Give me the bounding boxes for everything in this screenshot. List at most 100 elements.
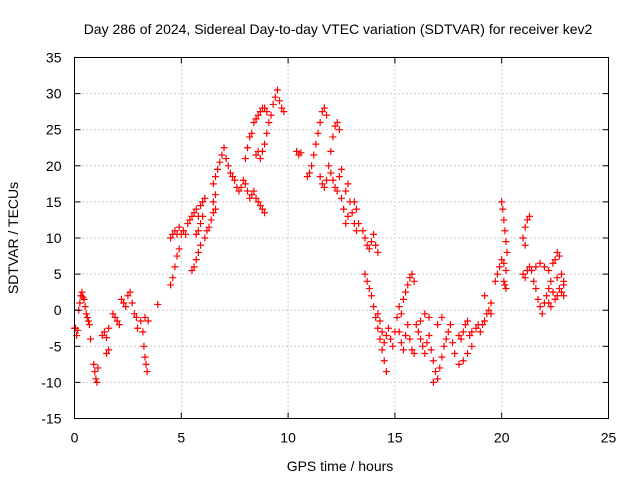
data-point: [111, 313, 119, 321]
data-point: [352, 227, 360, 235]
y-tick-label: 25: [46, 122, 62, 138]
data-point: [481, 317, 489, 325]
data-point: [560, 292, 568, 300]
data-point: [478, 321, 486, 329]
data-point: [558, 270, 566, 278]
data-point: [78, 288, 86, 296]
x-axis: 0 5 10 15 20 25: [71, 57, 616, 446]
y-axis-label: SDTVAR / TECUs: [5, 182, 21, 294]
data-point: [246, 194, 254, 202]
data-point: [100, 328, 108, 336]
data-point: [553, 292, 561, 300]
data-point: [404, 321, 412, 329]
data-point: [493, 270, 501, 278]
data-point: [197, 220, 205, 228]
data-point: [365, 245, 373, 253]
data-point: [461, 321, 469, 329]
data-point: [252, 151, 260, 159]
data-point: [84, 317, 92, 325]
data-point: [134, 324, 142, 332]
data-point: [438, 353, 446, 361]
data-point: [395, 303, 403, 311]
data-point: [412, 321, 420, 329]
data-point: [532, 285, 540, 293]
data-point: [414, 328, 422, 336]
data-point: [254, 147, 262, 155]
y-tick-label: 15: [46, 194, 62, 210]
x-tick-label: 0: [71, 430, 79, 446]
data-point: [397, 339, 405, 347]
data-point: [335, 126, 343, 134]
data-point: [192, 230, 200, 238]
data-point: [406, 274, 414, 282]
x-tick-label: 10: [280, 430, 296, 446]
data-point: [199, 198, 207, 206]
data-point: [140, 342, 148, 350]
data-point: [406, 335, 414, 343]
data-point: [314, 129, 322, 137]
data-point: [83, 313, 91, 321]
data-point: [421, 310, 429, 318]
y-tick-label: 10: [46, 230, 62, 246]
data-point: [246, 133, 254, 141]
data-point: [367, 238, 375, 246]
data-point: [382, 331, 390, 339]
data-point: [374, 310, 382, 318]
data-point: [115, 321, 123, 329]
data-point: [303, 173, 311, 181]
data-point: [263, 129, 271, 137]
x-axis-label: GPS time / hours: [287, 458, 394, 474]
data-point: [241, 180, 249, 188]
data-point: [265, 118, 273, 126]
data-point: [323, 176, 331, 184]
data-point: [380, 357, 388, 365]
data-point: [496, 263, 504, 271]
data-point: [237, 183, 245, 191]
data-point: [137, 317, 145, 325]
data-point: [250, 187, 258, 195]
data-point: [434, 375, 442, 383]
data-point: [310, 151, 318, 159]
data-point: [256, 155, 264, 163]
data-point: [410, 350, 418, 358]
data-point: [521, 274, 529, 282]
data-point: [258, 205, 266, 213]
data-point: [91, 368, 99, 376]
data-point: [124, 292, 132, 300]
data-point: [130, 310, 138, 318]
data-point: [76, 299, 84, 307]
data-point: [154, 300, 162, 308]
data-point: [553, 248, 561, 256]
data-point: [501, 281, 509, 289]
data-point: [534, 295, 542, 303]
data-point: [500, 277, 508, 285]
data-point: [485, 306, 493, 314]
data-point: [536, 259, 544, 267]
data-point: [190, 209, 198, 217]
data-point: [333, 187, 341, 195]
data-point: [82, 310, 90, 318]
data-point: [436, 364, 444, 372]
data-point: [142, 360, 150, 368]
data-point: [271, 93, 279, 101]
data-point: [547, 277, 555, 285]
data-point: [320, 183, 328, 191]
data-point: [278, 104, 286, 112]
data-point: [530, 277, 538, 285]
data-point: [218, 151, 226, 159]
data-point: [549, 288, 557, 296]
data-point: [374, 248, 382, 256]
data-point: [220, 144, 228, 152]
data-point: [417, 335, 425, 343]
data-point: [363, 241, 371, 249]
data-point: [491, 277, 499, 285]
data-points: [71, 86, 568, 386]
data-point: [214, 165, 222, 173]
data-point: [316, 173, 324, 181]
data-point: [374, 324, 382, 332]
data-point: [190, 263, 198, 271]
data-point: [402, 288, 410, 296]
data-point: [248, 129, 256, 137]
data-point: [169, 274, 177, 282]
